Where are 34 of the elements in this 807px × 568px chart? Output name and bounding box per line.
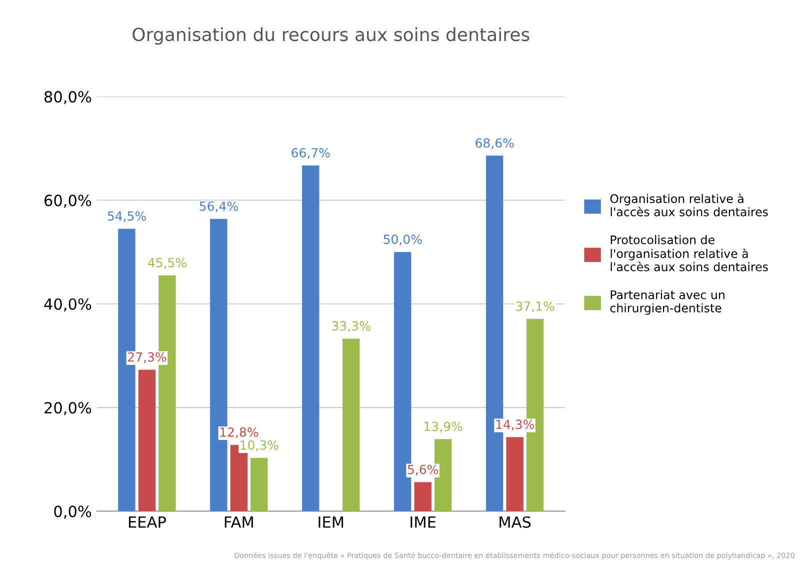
data-label: 5,6%: [408, 464, 438, 476]
x-tick-label: IEM: [318, 516, 344, 528]
data-label: 33,3%: [332, 321, 370, 332]
data-label: 54,5%: [108, 211, 146, 222]
bar: [342, 338, 360, 512]
x-tick-label: FAM: [224, 516, 253, 528]
chart-title: Organisation du recours aux soins dentaires: [132, 27, 530, 45]
data-label: 68,6%: [476, 138, 514, 149]
data-label: 12,8%: [220, 427, 258, 438]
data-label: 66,7%: [292, 148, 330, 159]
data-label: 27,3%: [128, 352, 166, 363]
x-tick-label: MAS: [500, 516, 531, 528]
bar: [250, 458, 268, 512]
legend-label: Partenariat avec un chirurgien-dentiste: [610, 290, 724, 315]
bar: [414, 482, 432, 512]
legend-label: Protocolisation de l'organisation relative à l'accès aux soins dentaires: [610, 235, 768, 272]
data-label: 45,5%: [148, 258, 186, 269]
y-tick-label: 20,0%: [44, 402, 92, 416]
data-label: 50,0%: [384, 234, 422, 246]
data-label: 37,1%: [516, 301, 554, 312]
y-tick-label: 0,0%: [54, 506, 92, 519]
y-tick-label: 60,0%: [44, 194, 92, 208]
x-tick-label: IME: [410, 516, 436, 528]
bar: [138, 370, 156, 512]
y-tick-label: 80,0%: [44, 91, 92, 104]
data-label: 10,3%: [240, 440, 278, 452]
bar: [302, 165, 320, 512]
bar: [506, 437, 524, 512]
legend-label: Organisation relative à l'accès aux soins dentaires: [610, 194, 768, 216]
x-tick-label: EEAP: [128, 516, 166, 528]
data-label: 13,9%: [424, 422, 462, 432]
y-tick-label: 40,0%: [44, 298, 92, 312]
data-label: 56,4%: [200, 201, 238, 212]
data-label: 14,3%: [496, 420, 534, 430]
